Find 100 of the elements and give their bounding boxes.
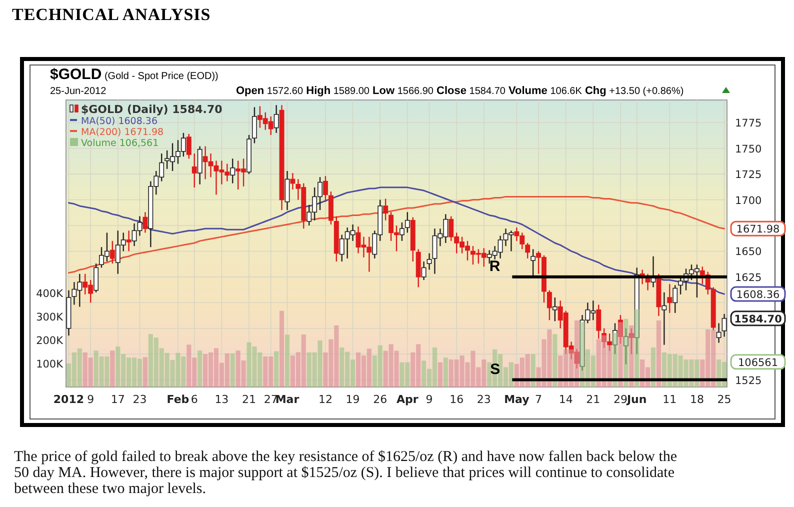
- bar: [148, 334, 153, 387]
- bar: [214, 348, 219, 387]
- x-tick-label: Jun: [626, 393, 647, 406]
- bar: [388, 344, 394, 387]
- candlestick: [399, 222, 404, 242]
- bar: [470, 350, 476, 387]
- bar: [487, 362, 492, 387]
- x-tick-label: 21: [586, 393, 600, 406]
- bar: [186, 344, 192, 387]
- candlestick: [596, 304, 602, 340]
- candlestick: [672, 284, 678, 314]
- x-tick-label: 14: [558, 393, 573, 406]
- bar: [236, 350, 240, 387]
- bar: [268, 356, 274, 387]
- candlestick: [126, 230, 132, 252]
- bar: [345, 352, 350, 387]
- bar: [159, 348, 164, 387]
- bar: [629, 325, 634, 387]
- y2-tick-label: 400K: [36, 288, 64, 300]
- bar: [164, 352, 170, 387]
- candlestick: [274, 104, 279, 134]
- bar: [121, 354, 126, 387]
- y-tick-label: 1700: [735, 194, 762, 207]
- x-tick-label: Mar: [275, 393, 300, 406]
- candlestick: [323, 176, 328, 202]
- bar: [706, 329, 710, 387]
- candlestick: [186, 133, 192, 160]
- y-tick-label: 1525: [735, 374, 762, 387]
- bar: [77, 348, 82, 387]
- bar: [318, 340, 322, 387]
- y-tick-label: 1725: [735, 169, 762, 182]
- candlestick: [142, 212, 148, 234]
- candlestick: [716, 322, 722, 344]
- chart-subtitle: $GOLD (Gold - Spot Price (EOD)): [50, 66, 218, 83]
- bar: [181, 356, 186, 387]
- bar: [650, 347, 656, 387]
- text: 1584.70: [734, 313, 782, 326]
- bar: [170, 360, 175, 387]
- bar: [334, 325, 339, 387]
- x-tick-label: 2012: [53, 393, 84, 406]
- ref-line-label: R: [489, 258, 500, 275]
- text: 106561: [738, 356, 778, 369]
- candlestick: [421, 260, 426, 281]
- data-label: 1608.36: [736, 289, 780, 302]
- bar: [154, 338, 158, 387]
- bar: [460, 355, 464, 387]
- bar: [422, 360, 426, 387]
- bar: [104, 356, 110, 387]
- y-tick-label: 1650: [735, 246, 762, 258]
- bar: [312, 352, 317, 387]
- bar: [274, 351, 279, 387]
- bar: [296, 352, 300, 387]
- bar: [230, 353, 235, 387]
- bar: [306, 352, 312, 387]
- data-label: 1671.98: [736, 224, 780, 236]
- bar: [482, 359, 486, 387]
- x-tick-label: Apr: [396, 393, 419, 406]
- bar: [323, 352, 328, 387]
- x-tick-label: 11: [662, 393, 677, 406]
- bar: [366, 348, 372, 387]
- line-series: [68, 196, 726, 274]
- bar: [503, 367, 508, 387]
- text: The price of gold failed to break above the key resistance of $1625/oz (R) and have now fallen back below the 50 day MA. However, there is major support at $1525/oz (S). I believe that prices will continue to consolidate between these two major levels.: [14, 449, 678, 497]
- candlestick: [426, 252, 432, 270]
- legend-label: MA(200) 1671.98: [81, 127, 164, 138]
- y2-tick-label: 300K: [36, 311, 64, 324]
- x-tick-label: 18: [690, 393, 704, 406]
- bar: [552, 334, 558, 387]
- candlestick: [383, 198, 388, 221]
- bar: [110, 350, 115, 387]
- bar: [383, 350, 388, 387]
- bar: [378, 345, 382, 387]
- text: 25-Jun-2012: [50, 86, 107, 97]
- x-tick-label: 6: [190, 393, 198, 406]
- candlestick: [110, 240, 115, 264]
- x-tick-label: 19: [346, 393, 360, 406]
- bar: [656, 320, 662, 387]
- bar: [454, 359, 459, 387]
- bar: [301, 334, 306, 387]
- bar: [284, 334, 290, 387]
- bar: [99, 356, 104, 387]
- bar: [208, 352, 214, 387]
- bar: [340, 347, 344, 387]
- bar: [82, 352, 88, 387]
- bar: [142, 357, 148, 387]
- bar: [416, 344, 421, 387]
- x-tick-label: 12: [318, 393, 332, 406]
- bar: [66, 363, 72, 387]
- candlestick: [546, 290, 552, 321]
- bar: [137, 358, 142, 387]
- bar: [290, 355, 295, 387]
- bar: [432, 347, 438, 387]
- bar: [394, 350, 399, 387]
- candlestick: [530, 248, 536, 277]
- bar: [542, 339, 546, 387]
- bar: [116, 346, 120, 387]
- candlestick: [552, 296, 558, 322]
- x-tick-label: 9: [426, 393, 433, 406]
- bar: [88, 358, 93, 387]
- candlestick: [197, 146, 202, 185]
